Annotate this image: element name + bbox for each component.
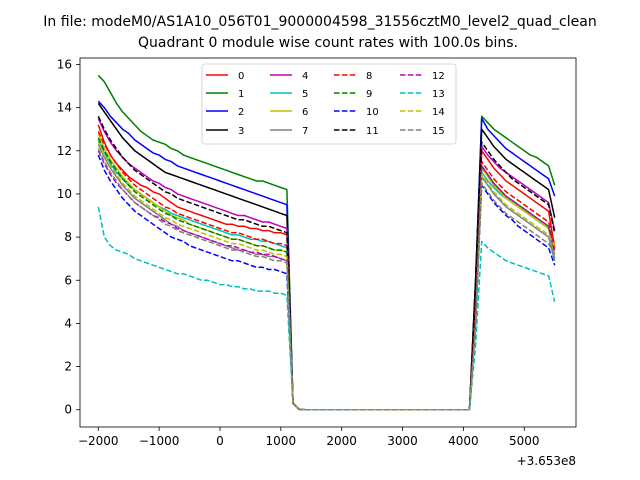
y-tick-label: 16 [57, 57, 72, 71]
x-tick-label: 4000 [448, 434, 479, 448]
legend-label-8: 8 [366, 71, 372, 82]
legend-label-2: 2 [238, 107, 244, 118]
plot-frame [79, 57, 577, 428]
x-tick-label: −2000 [78, 434, 119, 448]
series-line-10 [97, 154, 556, 411]
legend-label-3: 3 [238, 126, 244, 137]
legend-label-14: 14 [432, 107, 445, 118]
legend-label-6: 6 [302, 107, 308, 118]
y-tick-label: 2 [64, 360, 72, 374]
series-line-6 [97, 133, 556, 411]
x-tick-label: 5000 [509, 434, 540, 448]
x-tick-label: −1000 [139, 434, 180, 448]
figure-suptitle: In file: modeM0/AS1A10_056T01_9000004598… [43, 14, 597, 30]
x-tick-label: 2000 [326, 434, 357, 448]
legend-label-10: 10 [366, 107, 379, 118]
y-tick-label: 6 [64, 273, 72, 287]
legend-label-9: 9 [366, 89, 372, 100]
legend-label-5: 5 [302, 89, 308, 100]
legend-box [201, 63, 457, 145]
legend-label-12: 12 [432, 71, 445, 82]
y-tick-label: 0 [64, 403, 72, 417]
y-tick-label: 10 [57, 187, 72, 201]
x-tick-label: 0 [216, 434, 224, 448]
x-offset-label: +3.653e8 [517, 454, 576, 468]
series-line-13 [97, 206, 556, 411]
legend-label-13: 13 [432, 89, 445, 100]
series-line-15 [97, 148, 556, 411]
legend-label-0: 0 [238, 71, 244, 82]
series-line-7 [97, 143, 556, 411]
legend-label-15: 15 [432, 126, 445, 137]
legend-label-4: 4 [302, 71, 308, 82]
chart-title: Quadrant 0 module wise count rates with … [138, 35, 518, 51]
y-tick-label: 8 [64, 230, 72, 244]
y-tick-label: 4 [64, 316, 72, 330]
legend-label-1: 1 [238, 89, 244, 100]
y-tick-label: 12 [57, 144, 72, 158]
y-tick-label: 14 [57, 101, 72, 115]
x-tick-label: 1000 [266, 434, 297, 448]
series-line-4 [97, 118, 556, 411]
legend-label-11: 11 [366, 126, 379, 137]
legend-label-7: 7 [302, 126, 308, 137]
x-tick-label: 3000 [387, 434, 418, 448]
